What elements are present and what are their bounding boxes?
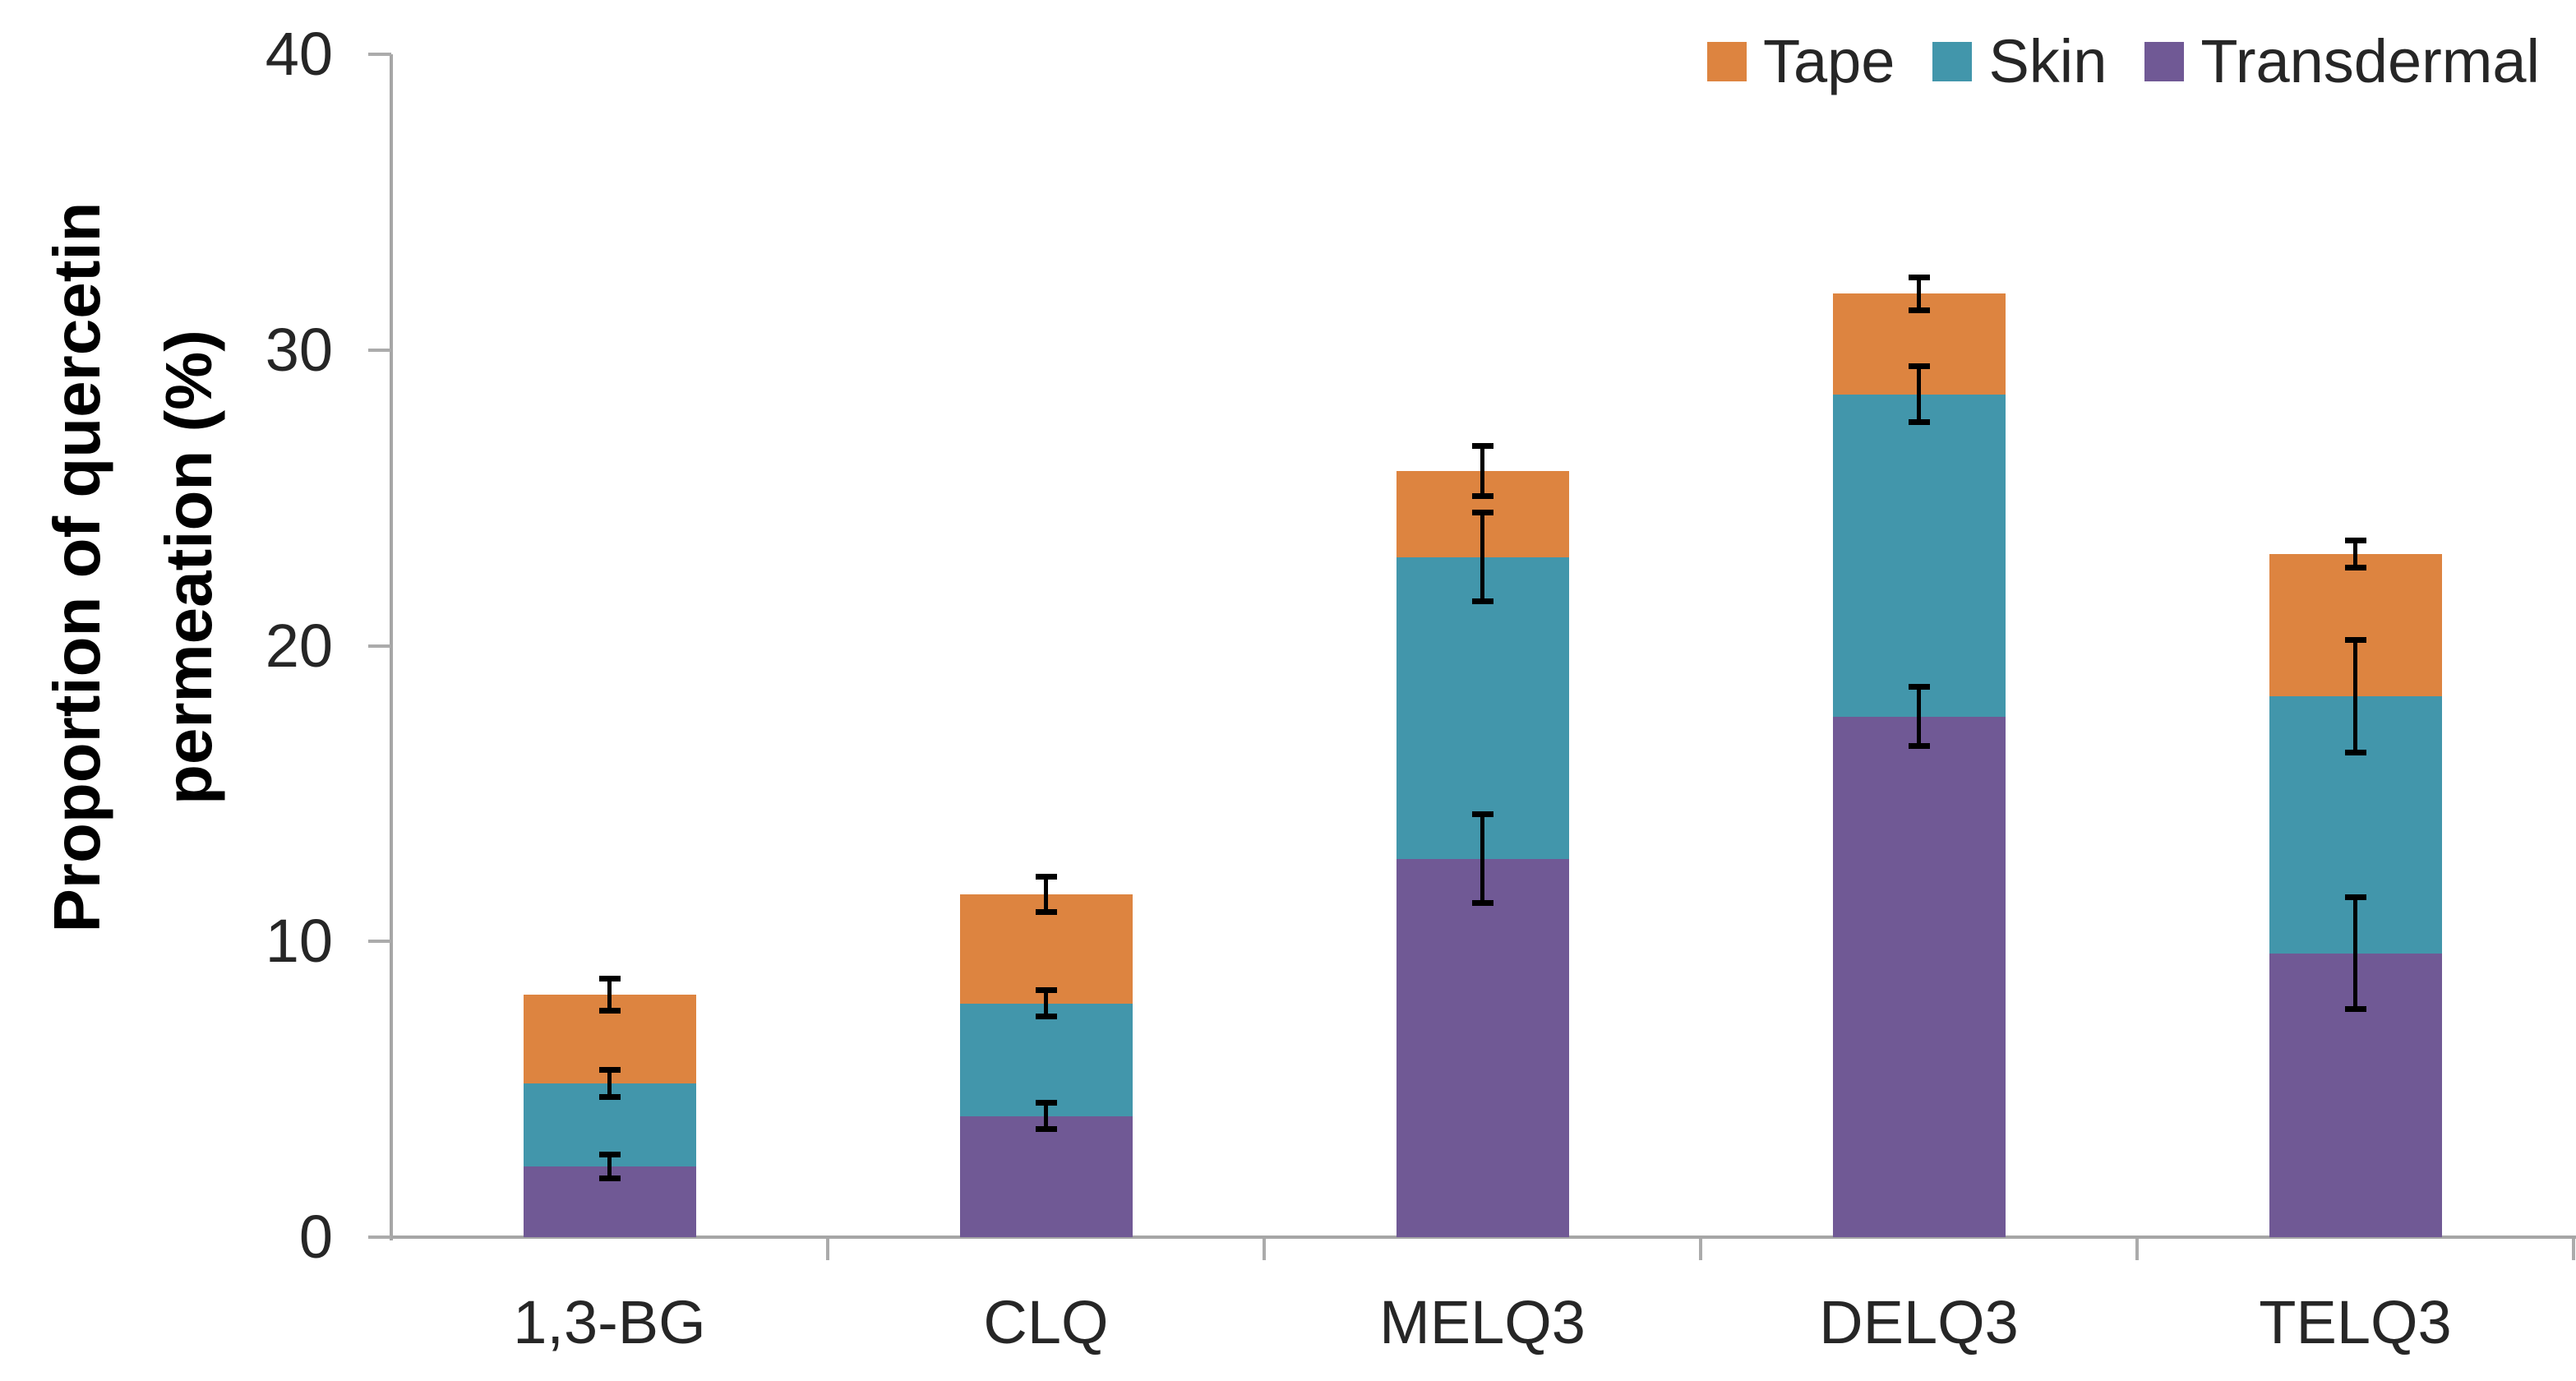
x-tick [826,1239,829,1260]
error-bar-stem [1480,446,1484,497]
bar-segment-transdermal [1832,716,2006,1237]
y-tick-label: 20 [265,611,333,680]
legend-item-transdermal: Transdermal [2144,26,2540,96]
error-bar-cap [2344,749,2366,755]
legend-label: Skin [1988,27,2107,95]
error-bar-stem [1917,277,1921,311]
legend-item-tape: Tape [1706,26,1895,96]
error-bar-cap [2344,564,2366,570]
y-tick [368,348,391,352]
error-bar-cap [2344,1006,2366,1013]
x-axis-label: DELQ3 [1819,1288,2019,1356]
error-bar-cap [2344,894,2366,900]
error-bar-cap [1908,307,1930,313]
bar-segment-skin [1832,394,2006,717]
error-bar-cap [2344,538,2366,544]
x-tick [1263,1239,1266,1260]
error-bar-cap [598,1093,621,1100]
error-bar-stem [2353,640,2357,752]
y-tick [368,940,391,944]
error-bar-cap [1471,899,1493,906]
error-bar-cap [1035,1014,1057,1020]
x-axis-label: 1,3-BG [513,1288,706,1356]
bar-segment-transdermal [1396,858,1569,1237]
y-axis-line [390,54,393,1240]
error-bar-cap [1035,873,1057,880]
y-tick [368,644,391,648]
error-bar-cap [598,1067,621,1074]
y-tick [368,53,391,56]
legend-label: Transdermal [2200,27,2540,95]
y-tick-label: 40 [265,20,333,88]
error-bar-cap [598,1151,621,1157]
error-bar-cap [1908,684,1930,690]
bar-segment-skin [959,1003,1133,1116]
error-bar-stem [1917,686,1921,746]
bar-segment-skin [1396,557,1569,859]
error-bar-cap [1471,510,1493,516]
y-tick [368,1236,391,1239]
y-tick-label: 0 [298,1203,333,1271]
error-bar-cap [1471,811,1493,818]
x-axis-line [368,1236,2576,1239]
error-bar-cap [1471,493,1493,500]
error-bar-cap [1908,275,1930,281]
error-bar-stem [1044,990,1048,1017]
error-bar-stem [2353,540,2357,568]
error-bar-stem [1044,1102,1048,1129]
error-bar-cap [1471,598,1493,605]
error-bar-cap [1908,743,1930,750]
error-bar-stem [1480,512,1484,602]
error-bar-cap [598,1008,621,1014]
error-bar-cap [2344,636,2366,643]
x-axis-label: TELQ3 [2259,1288,2452,1356]
error-bar-cap [1035,908,1057,915]
legend-swatch-icon [1932,41,1973,81]
x-axis-label: CLQ [983,1288,1109,1356]
legend: Tape Skin Transdermal [1706,26,2540,96]
legend-swatch-icon [1706,41,1747,81]
legend-swatch-icon [2144,41,2185,81]
error-bar-stem [1480,814,1484,903]
error-bar-cap [1035,1126,1057,1133]
y-tick-label: 30 [265,315,333,384]
error-bar-stem [607,978,612,1011]
bar-segment-transdermal [959,1115,1133,1237]
error-bar-stem [2353,897,2357,1009]
error-bar-stem [1044,876,1048,912]
error-bar-cap [1035,987,1057,994]
x-axis-label: MELQ3 [1379,1288,1586,1356]
error-bar-cap [598,1175,621,1181]
error-bar-cap [1908,363,1930,370]
legend-label: Tape [1762,27,1895,95]
y-tick-label: 10 [265,907,333,976]
error-bar-stem [1917,366,1921,423]
error-bar-stem [607,1069,612,1097]
x-tick [2135,1239,2139,1260]
legend-item-skin: Skin [1932,26,2107,96]
error-bar-cap [1471,443,1493,450]
error-bar-cap [1035,1099,1057,1106]
error-bar-cap [1908,419,1930,426]
error-bar-stem [607,1154,612,1179]
error-bar-cap [598,975,621,981]
x-tick [1699,1239,1702,1260]
x-tick [2572,1239,2575,1260]
